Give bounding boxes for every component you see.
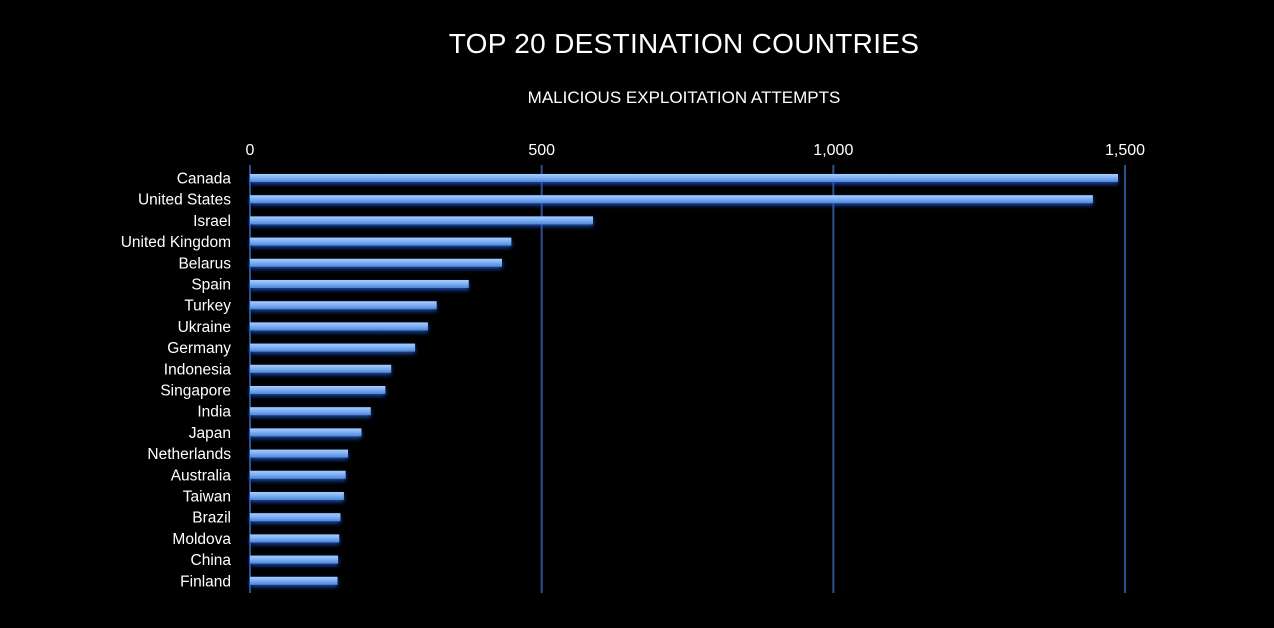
category-label: China xyxy=(191,552,232,569)
category-label: Canada xyxy=(177,171,232,188)
x-axis-ticks: 0 500 1,000 1,500 xyxy=(246,142,1146,159)
bar xyxy=(250,386,386,394)
category-label: India xyxy=(197,404,231,421)
category-label: Netherlands xyxy=(147,446,231,463)
bar xyxy=(250,322,428,331)
bar xyxy=(250,470,346,479)
bar xyxy=(250,174,1118,182)
category-label: Ukraine xyxy=(178,319,231,336)
category-label: Belarus xyxy=(178,255,231,272)
bar xyxy=(250,237,512,246)
x-tick-label: 1,500 xyxy=(1105,142,1145,159)
category-label: Turkey xyxy=(184,298,231,315)
bar xyxy=(250,449,348,458)
chart-title: TOP 20 DESTINATION COUNTRIES xyxy=(448,28,920,59)
chart-subtitle: MALICIOUS EXPLOITATION ATTEMPTS xyxy=(527,88,841,107)
bar xyxy=(250,428,362,437)
bar xyxy=(250,407,371,416)
bar xyxy=(250,343,416,352)
bar xyxy=(250,216,593,225)
bar xyxy=(250,195,1093,204)
bar xyxy=(250,513,341,522)
x-tick-label: 0 xyxy=(246,142,255,159)
category-label: Japan xyxy=(189,425,231,442)
category-label: United States xyxy=(138,192,231,209)
x-tick-label: 500 xyxy=(528,142,555,159)
bar xyxy=(250,364,392,373)
category-label: Germany xyxy=(167,340,231,357)
category-labels: Canada United States Israel United Kingdom B… xyxy=(121,171,232,591)
bar xyxy=(250,280,469,288)
category-label: Singapore xyxy=(160,383,231,400)
bar xyxy=(250,492,344,500)
category-label: Spain xyxy=(191,277,231,294)
category-label: Finland xyxy=(180,573,231,590)
category-label: Moldova xyxy=(172,531,231,548)
category-label: Brazil xyxy=(192,510,231,527)
category-label: Taiwan xyxy=(183,489,231,506)
category-label: Indonesia xyxy=(164,361,232,378)
x-tick-label: 1,000 xyxy=(813,142,853,159)
bar xyxy=(250,258,502,267)
category-label: United Kingdom xyxy=(121,234,231,251)
bar xyxy=(250,301,437,310)
bars xyxy=(250,174,1118,585)
bar xyxy=(250,534,340,543)
bar xyxy=(250,555,339,564)
bar xyxy=(250,576,338,585)
category-label: Australia xyxy=(171,467,232,484)
gridlines xyxy=(249,165,1126,593)
category-label: Israel xyxy=(193,213,231,230)
